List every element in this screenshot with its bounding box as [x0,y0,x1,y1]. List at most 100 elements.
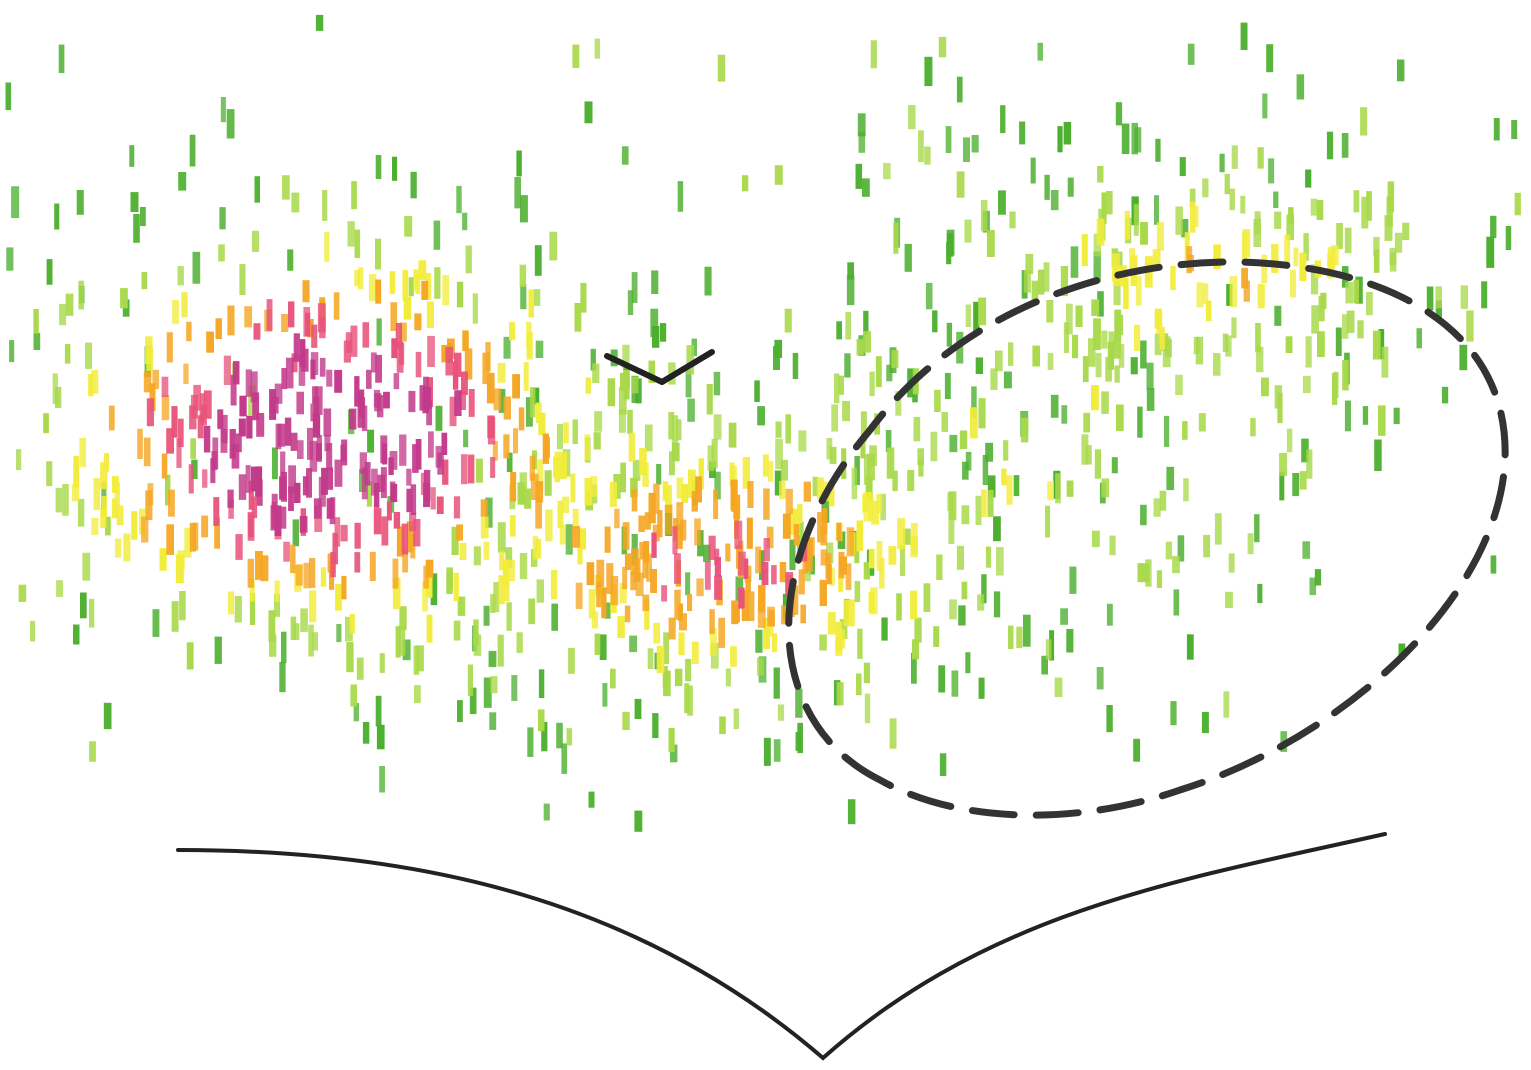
density-mark [785,414,791,444]
density-mark [709,609,715,634]
density-mark [1085,445,1092,465]
density-mark [618,409,626,433]
density-mark [1003,440,1009,461]
density-mark [457,596,466,616]
density-mark [453,572,459,602]
density-mark [663,632,669,665]
density-mark [829,567,835,586]
density-mark [334,517,341,547]
density-mark [903,528,911,545]
density-mark [215,318,222,340]
density-mark [161,376,169,398]
density-mark [869,371,875,397]
density-mark [392,558,399,589]
density-mark [791,585,799,615]
density-mark [985,546,992,568]
density-mark [260,555,269,582]
density-mark [789,539,796,571]
density-mark [1009,211,1016,229]
density-mark [568,647,575,674]
density-mark [108,405,115,431]
density-mark [525,397,533,427]
density-mark [1133,738,1141,762]
density-mark [1154,333,1162,356]
density-mark [200,404,207,426]
density-mark [1069,566,1077,594]
density-mark [795,688,803,718]
density-mark [843,599,850,626]
density-mark [671,442,680,462]
density-mark [674,668,683,687]
density-mark [651,270,659,294]
density-mark [519,264,527,287]
density-mark [426,301,434,328]
density-mark [483,605,490,626]
density-mark [613,474,621,499]
density-mark [343,340,351,363]
density-mark [949,599,957,620]
density-mark [456,281,464,308]
density-mark [312,413,320,431]
density-mark [622,344,630,369]
density-mark [862,178,870,197]
density-mark [287,249,294,271]
density-mark [742,457,750,489]
density-mark [620,372,626,392]
density-mark [336,624,342,643]
density-mark [399,606,407,631]
density-mark [596,559,605,588]
density-mark [46,259,53,285]
density-mark [220,97,226,123]
density-mark [771,565,777,585]
density-mark [774,165,783,185]
density-mark [756,657,764,676]
density-mark [256,413,265,437]
density-mark [78,280,84,310]
density-mark [746,517,753,549]
density-mark [1341,133,1349,158]
density-mark [847,599,855,627]
density-mark [412,444,419,473]
density-mark [239,395,247,417]
density-mark [480,516,489,539]
density-mark [393,512,401,529]
density-mark [668,411,675,440]
density-mark [986,230,995,257]
density-mark [297,440,304,459]
density-mark [1240,22,1248,50]
density-mark [885,430,892,452]
density-mark [1257,583,1263,604]
density-mark [210,458,216,484]
density-mark [888,546,897,565]
density-mark [1093,251,1101,283]
density-mark [782,513,791,539]
density-mark [141,272,148,290]
density-mark [1302,541,1311,559]
density-mark [535,538,542,559]
density-mark [1114,309,1122,342]
density-mark [620,462,626,493]
density-mark [607,378,616,407]
density-mark [1493,118,1500,141]
density-mark [617,616,625,638]
density-mark [761,562,769,585]
density-mark [315,14,324,31]
density-mark [273,594,280,617]
density-mark [321,467,328,495]
density-mark [779,562,787,583]
density-mark [622,522,630,551]
density-mark [656,645,665,674]
density-mark [1257,283,1265,309]
density-mark [319,317,326,339]
density-mark [963,137,970,162]
density-mark [768,610,775,627]
density-mark [203,425,211,453]
density-mark [858,131,866,153]
density-mark [1186,246,1193,274]
density-mark [414,685,421,704]
density-mark [189,405,197,430]
density-mark [714,548,720,566]
density-mark [713,414,722,440]
density-mark [949,434,958,453]
density-mark [1156,313,1163,335]
